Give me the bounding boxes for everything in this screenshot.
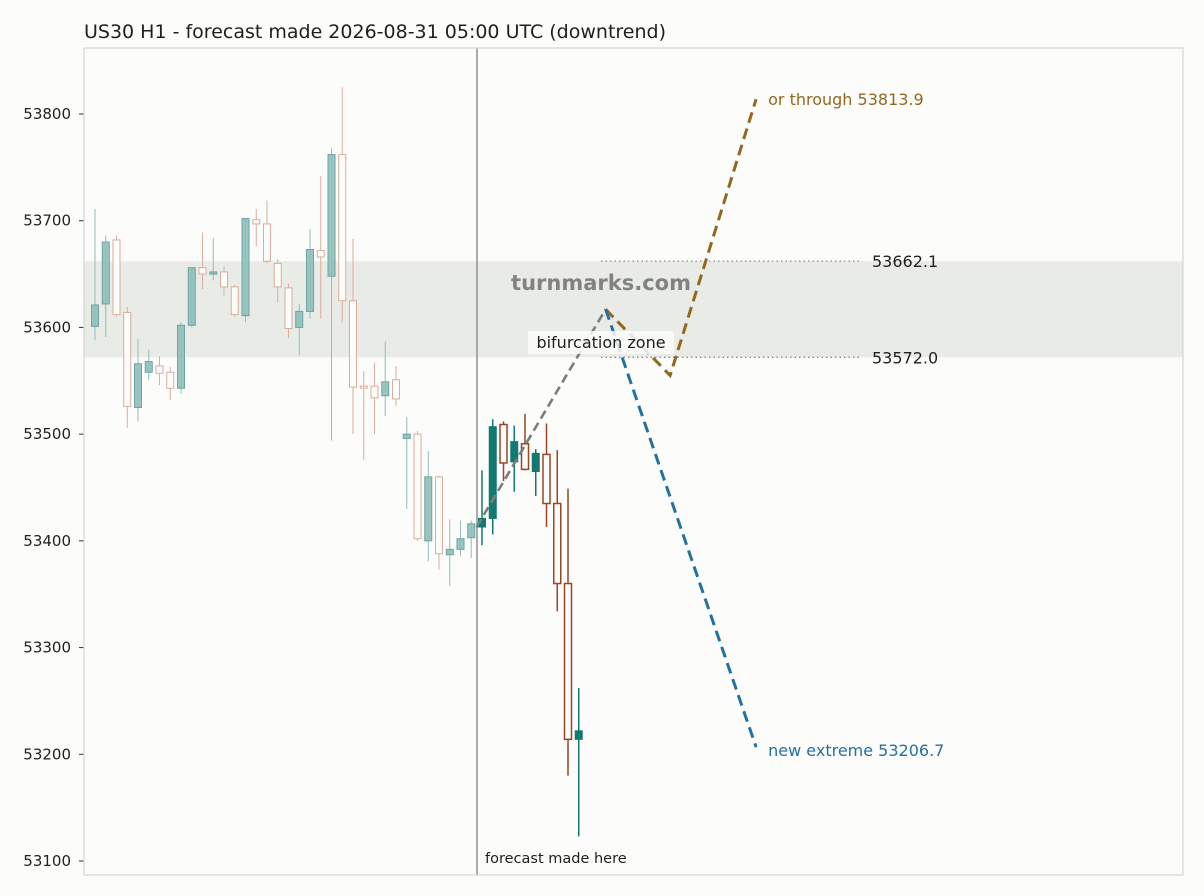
candle-body-bull [295,310,304,328]
forecast-made-label: forecast made here [485,851,627,867]
candle-body-bull [177,324,185,389]
candle-body-bull [306,249,314,312]
candle-body-bear [273,262,282,288]
candle-body-bear [155,365,164,374]
candle-body-bull [101,241,110,305]
zone-low-label: 53572.0 [872,348,938,367]
candle-body-bull [144,361,153,373]
candle-body-bear [542,453,551,505]
candle-body-bear [220,271,228,288]
y-tick-label: 53600 [23,318,71,336]
candle-body-bear [198,267,207,275]
candle-body-bear [499,423,508,464]
y-tick-label: 53400 [23,532,71,550]
y-tick-label: 53100 [23,852,71,870]
candle-body-bear [112,239,121,316]
candle-body-bull [574,730,583,740]
y-tick-label: 53300 [23,639,71,657]
candle-body-bear [338,154,347,302]
candle-body-bull [424,476,433,542]
zone-label: bifurcation zone [536,333,665,352]
candle-body-bull [445,548,454,556]
candle-body-bear [230,286,239,316]
candle-body-bear [284,287,293,329]
candle-body-bear [392,379,400,400]
up-path-label: or through 53813.9 [768,90,924,109]
chart-title: US30 H1 - forecast made 2026-08-31 05:00… [84,21,666,43]
y-tick-label: 53800 [23,105,71,123]
watermark: turnmarks.com [511,271,691,295]
candle-body-bear [359,385,368,389]
candle-body-bull [209,271,218,275]
candle-body-bear [316,250,325,258]
zone-high-label: 53662.1 [872,252,938,271]
candle-body-bear [435,476,443,555]
candle-body-bull [467,523,476,539]
candle-body-bear [123,311,132,407]
y-axis: 53100 53200 53300 53400 53500 53600 53700 53800 [23,105,84,870]
zone-label-background [528,331,674,354]
y-tick-label: 53200 [23,745,71,763]
candle-body-bear [413,433,422,540]
candle-body-bull [402,433,411,439]
candle-body-bear [166,371,175,389]
candle-body-bear [563,582,573,741]
candle-body-bear [520,442,530,471]
candle-body-bull [456,538,465,550]
candle-body-bull [327,154,336,277]
candle-body-bull [488,426,497,519]
candles [91,87,583,837]
down-path-label: new extreme 53206.7 [768,741,944,760]
candle-body-bear [252,219,261,225]
candle-body-bull [241,218,250,317]
down-path [604,308,758,748]
candle-body-bull [134,363,142,408]
candle-body-bear [349,300,357,388]
y-tick-label: 53500 [23,425,71,443]
candle-body-bull [187,267,196,326]
plot-frame [83,47,1184,876]
y-tick-label: 53700 [23,212,71,230]
candle-body-bull [381,381,390,397]
up-path [604,98,758,379]
candle-body-bear [370,385,379,399]
candle-body-bear [263,223,271,262]
candle-body-bull [531,452,540,472]
candle-body-bull [91,304,99,327]
candle-body-bear [553,502,562,585]
candle-body-bull [510,441,519,463]
